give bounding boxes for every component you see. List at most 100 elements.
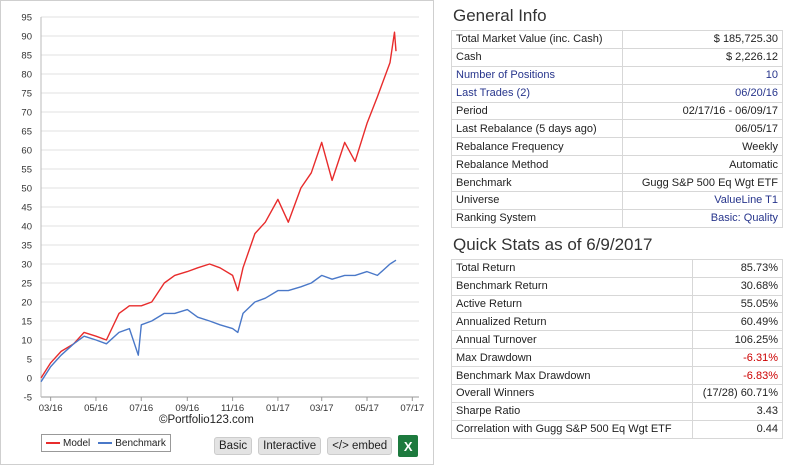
quick-stats-value: 3.43: [691, 401, 784, 421]
y-tick-label: 75: [21, 89, 32, 100]
quick-stats-row: Sharpe Ratio 3.43: [451, 401, 784, 421]
quick-stats-row: Annual Turnover 106.25%: [451, 330, 784, 350]
chart-toolbar: Basic Interactive </> embed X: [214, 435, 423, 457]
x-tick-label: 07/17: [400, 403, 424, 413]
general-info-label: Universe: [450, 191, 624, 210]
general-info-row: Period 02/17/16 - 06/09/17: [450, 101, 783, 121]
y-tick-label: 25: [21, 279, 32, 290]
quick-stats-value: 106.25%: [691, 330, 784, 350]
general-info-row: Number of Positions 10: [450, 65, 783, 85]
general-info-row: Universe ValueLine T1: [450, 191, 783, 210]
general-info-value: 06/05/17: [622, 119, 783, 139]
quick-stats-label: Overall Winners: [451, 384, 693, 403]
x-tick-label: 05/16: [84, 403, 108, 413]
y-tick-label: -5: [24, 393, 32, 404]
x-tick-label: 07/16: [129, 403, 153, 413]
general-info-label: Benchmark: [450, 173, 624, 193]
quick-stats-label: Sharpe Ratio: [451, 401, 693, 421]
legend-item-model[interactable]: Model: [46, 438, 90, 449]
general-info-label: Period: [450, 101, 624, 121]
quick-stats-label: Annualized Return: [451, 312, 693, 332]
general-info-label[interactable]: Number of Positions: [450, 65, 624, 85]
y-tick-label: 70: [21, 108, 32, 119]
y-tick-label: 90: [21, 32, 32, 43]
legend-swatch-benchmark: [98, 442, 113, 444]
y-tick-label: 65: [21, 127, 32, 138]
general-info-value[interactable]: ValueLine T1: [622, 191, 783, 210]
legend-label-model: Model: [63, 437, 91, 449]
y-tick-label: 40: [21, 222, 32, 233]
quick-stats-label: Annual Turnover: [451, 330, 693, 350]
quick-stats-label: Benchmark Max Drawdown: [451, 366, 693, 386]
quick-stats-value: 55.05%: [691, 294, 784, 314]
quick-stats-title: Quick Stats as of 6/9/2017: [453, 234, 653, 254]
y-tick-label: 10: [21, 336, 32, 347]
y-tick-label: 0: [27, 374, 32, 385]
general-info-value[interactable]: 10: [622, 65, 783, 85]
legend-label-benchmark: Benchmark: [115, 437, 166, 449]
quick-stats-value: 0.44: [691, 419, 784, 439]
x-tick-label: 05/17: [355, 403, 379, 413]
general-info-value: 02/17/16 - 06/09/17: [622, 101, 783, 121]
general-info-label: Ranking System: [450, 208, 624, 228]
excel-icon[interactable]: X: [398, 435, 423, 457]
quick-stats-value: 85.73%: [691, 258, 784, 278]
quick-stats-label: Max Drawdown: [451, 348, 693, 368]
info-panel: General Info Total Market Value (inc. Ca…: [450, 0, 784, 439]
quick-stats-label: Correlation with Gugg S&P 500 Eq Wgt ETF: [451, 419, 693, 439]
y-tick-label: 30: [21, 260, 32, 271]
y-tick-label: 45: [21, 203, 32, 214]
quick-stats-label: Active Return: [451, 294, 693, 314]
quick-stats-label: Total Return: [451, 258, 693, 278]
copyright-text: ©Portfolio123.com: [159, 414, 254, 426]
y-tick-label: 55: [21, 165, 32, 176]
quick-stats-row: Overall Winners (17/28) 60.71%: [451, 384, 784, 403]
quick-stats-label: Benchmark Return: [451, 276, 693, 296]
quick-stats-value: (17/28) 60.71%: [691, 384, 784, 403]
y-tick-label: 60: [21, 146, 32, 157]
general-info-label: Total Market Value (inc. Cash): [450, 30, 624, 49]
general-info-value[interactable]: 06/20/16: [622, 83, 783, 103]
general-info-value: $ 2,226.12: [622, 47, 783, 67]
x-tick-label: 01/17: [266, 403, 290, 413]
quick-stats-value: 30.68%: [691, 276, 784, 296]
general-info-label[interactable]: Last Trades (2): [450, 83, 624, 103]
series-line-model: [40, 31, 397, 379]
series-line-benchmark: [40, 259, 397, 383]
general-info-row: Cash $ 2,226.12: [450, 47, 783, 67]
basic-chart-button[interactable]: Basic: [214, 437, 253, 455]
general-info-row: Last Trades (2) 06/20/16: [450, 83, 783, 103]
general-info-value[interactable]: Basic: Quality: [622, 208, 783, 228]
quick-stats-row: Correlation with Gugg S&P 500 Eq Wgt ETF…: [451, 419, 784, 439]
quick-stats-value: -6.31%: [691, 348, 784, 368]
general-info-row: Total Market Value (inc. Cash) $ 185,725.…: [450, 30, 783, 49]
general-info-row: Benchmark Gugg S&P 500 Eq Wgt ETF: [450, 173, 783, 193]
quick-stats-value: -6.83%: [691, 366, 784, 386]
general-info-value: Gugg S&P 500 Eq Wgt ETF: [622, 173, 783, 193]
quick-stats-table: Total Return 85.73% Benchmark Return 30.68%…: [451, 258, 784, 439]
general-info-table: Total Market Value (inc. Cash) $ 185,725.…: [450, 30, 783, 228]
y-tick-label: 20: [21, 298, 32, 309]
legend-item-benchmark[interactable]: Benchmark: [98, 438, 166, 449]
performance-chart: -5 0 5 10 15 20 25 30 35 40 45 50 55 60 65 70 75 80 85 90 95…: [21, 13, 424, 414]
general-info-row: Rebalance Method Automatic: [450, 155, 783, 175]
general-info-title: General Info: [453, 6, 547, 25]
general-info-label: Rebalance Frequency: [450, 137, 624, 157]
interactive-chart-button[interactable]: Interactive: [258, 437, 322, 455]
y-tick-label: 95: [21, 13, 32, 24]
general-info-value: $ 185,725.30: [622, 30, 783, 49]
y-tick-label: 85: [21, 51, 32, 62]
quick-stats-row: Benchmark Max Drawdown -6.83%: [451, 366, 784, 386]
embed-button[interactable]: </> embed: [327, 437, 393, 455]
y-tick-label: 50: [21, 184, 32, 195]
general-info-row: Rebalance Frequency Weekly: [450, 137, 783, 157]
performance-chart-panel: -5 0 5 10 15 20 25 30 35 40 45 50 55 60 65 70 75 80 85 90 95…: [0, 0, 434, 465]
legend-swatch-model: [46, 442, 60, 444]
general-info-value: Automatic: [622, 155, 783, 175]
general-info-row: Ranking System Basic: Quality: [450, 208, 783, 228]
general-info-value: Weekly: [622, 137, 783, 157]
y-tick-label: 80: [21, 70, 32, 81]
x-tick-label: 11/16: [221, 403, 244, 413]
general-info-label: Last Rebalance (5 days ago): [450, 119, 624, 139]
x-tick-label: 09/16: [175, 403, 199, 413]
